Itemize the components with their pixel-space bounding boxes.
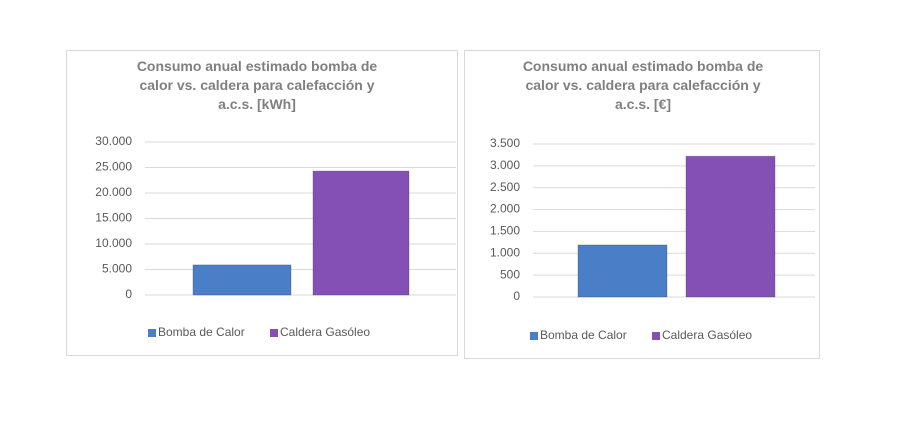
bar: [312, 170, 410, 296]
legend-label: Bomba de Calor: [540, 328, 627, 342]
legend-swatch: [148, 329, 156, 337]
chart-title: Consumo anual estimado bomba de calor vs…: [522, 58, 764, 112]
y-tick-label: 15.000: [95, 211, 132, 225]
y-tick-label: 3.000: [490, 158, 520, 172]
y-tick-label: 1.000: [490, 245, 520, 259]
y-tick-label: 2.500: [490, 180, 520, 194]
y-tick-label: 0: [513, 289, 520, 303]
y-tick-label: 3.500: [490, 136, 520, 150]
y-tick-label: 2.000: [490, 202, 520, 216]
legend-label: Caldera Gasóleo: [280, 325, 370, 339]
y-tick-label: 10.000: [95, 236, 132, 250]
y-tick-label: 500: [500, 267, 520, 281]
y-tick-label: 5.000: [102, 262, 132, 276]
bar: [577, 244, 668, 298]
chart-panel: [66, 50, 458, 356]
legend-swatch: [652, 332, 660, 340]
legend-label: Caldera Gasóleo: [662, 328, 752, 342]
y-tick-label: 1.500: [490, 224, 520, 238]
y-tick-label: 0: [125, 287, 132, 301]
legend-swatch: [270, 329, 278, 337]
legend-swatch: [530, 332, 538, 340]
y-tick-label: 30.000: [95, 134, 132, 148]
y-tick-label: 25.000: [95, 160, 132, 174]
chart-title: Consumo anual estimado bomba de calor vs…: [136, 58, 378, 112]
legend-label: Bomba de Calor: [158, 325, 245, 339]
bar: [192, 264, 292, 296]
chart-panel: [464, 50, 820, 359]
y-tick-label: 20.000: [95, 185, 132, 199]
bar: [685, 155, 776, 298]
